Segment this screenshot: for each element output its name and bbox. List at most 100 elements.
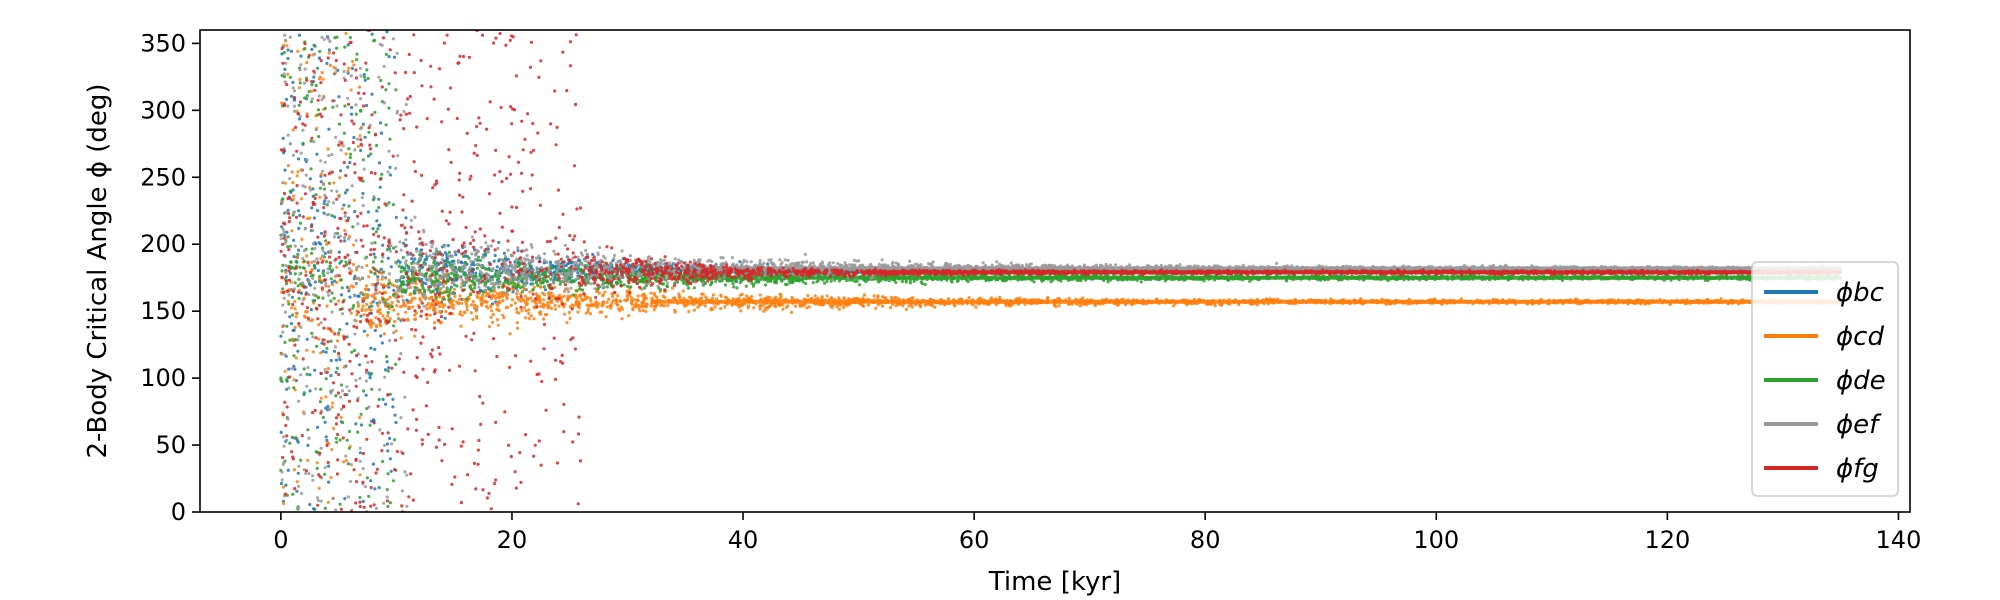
data-point (451, 298, 455, 303)
data-point (322, 211, 326, 215)
data-point (554, 264, 558, 268)
data-point (513, 260, 517, 264)
data-point (636, 294, 640, 298)
data-point (350, 105, 354, 110)
data-point (428, 313, 432, 317)
data-point (351, 243, 356, 247)
data-point (738, 260, 742, 264)
data-point (605, 305, 609, 309)
data-point (493, 289, 497, 293)
data-point (358, 473, 362, 477)
data-point (480, 297, 484, 301)
data-point (311, 194, 315, 198)
data-point (444, 309, 448, 314)
data-point (527, 317, 531, 321)
data-point (324, 435, 328, 439)
data-point (454, 253, 458, 257)
data-point (347, 216, 351, 220)
data-point (805, 306, 809, 310)
data-point (369, 479, 373, 483)
data-point (308, 503, 312, 507)
data-point (324, 395, 328, 399)
data-point (443, 316, 447, 320)
data-point (1067, 296, 1071, 300)
data-point (527, 311, 531, 315)
data-point (304, 310, 308, 314)
data-point (491, 312, 495, 317)
data-point (881, 304, 885, 308)
data-point (333, 215, 337, 219)
data-point (404, 310, 408, 314)
data-point (495, 318, 499, 322)
data-point (424, 282, 428, 286)
data-point (326, 367, 330, 371)
data-point (681, 289, 685, 293)
data-point (305, 348, 309, 352)
data-point (285, 230, 289, 234)
data-point (470, 263, 474, 267)
data-point (759, 303, 763, 307)
data-point (430, 295, 434, 299)
data-point (312, 216, 316, 220)
data-point (471, 260, 475, 264)
data-point (523, 316, 528, 320)
data-point (351, 262, 356, 266)
data-point (495, 265, 499, 269)
data-point (360, 309, 364, 313)
data-point (594, 300, 598, 305)
data-point (319, 180, 323, 184)
data-point (614, 297, 618, 301)
data-point (557, 304, 561, 308)
data-point (411, 305, 415, 309)
data-point (319, 396, 323, 400)
data-point (425, 255, 429, 259)
data-point (515, 310, 519, 314)
data-point (388, 295, 392, 300)
data-point (352, 277, 356, 281)
data-point (295, 256, 299, 260)
data-points-layer (279, 30, 1843, 512)
data-point (339, 169, 343, 173)
data-point (910, 305, 914, 309)
data-point (439, 320, 443, 324)
data-point (319, 256, 323, 260)
data-point (387, 366, 391, 370)
data-point (292, 364, 296, 368)
data-point (401, 304, 405, 308)
data-point (296, 471, 300, 475)
data-point (396, 259, 400, 263)
data-point (367, 371, 371, 375)
data-point (353, 274, 357, 278)
data-point (652, 304, 656, 308)
data-point (319, 351, 323, 355)
data-point (348, 161, 352, 165)
data-point (332, 181, 336, 185)
data-point (335, 265, 339, 269)
data-point (286, 299, 290, 303)
data-point (319, 172, 323, 176)
data-point (289, 94, 294, 98)
data-point (893, 296, 897, 300)
data-point (436, 284, 440, 288)
data-point (364, 284, 369, 288)
data-point (299, 291, 303, 295)
data-point (529, 314, 533, 318)
data-point (471, 299, 475, 304)
data-point (391, 405, 395, 409)
data-point (297, 226, 301, 230)
data-point (498, 300, 502, 304)
data-point (316, 268, 320, 273)
data-point (459, 310, 463, 314)
data-point (393, 413, 397, 417)
data-point (486, 247, 490, 251)
data-point (378, 322, 382, 326)
data-point (579, 297, 584, 301)
data-point (361, 499, 365, 503)
data-point (330, 405, 334, 409)
data-point (627, 314, 631, 318)
data-point (279, 481, 284, 486)
data-point (286, 208, 290, 212)
data-point (333, 71, 337, 75)
data-point (459, 260, 463, 264)
data-point (293, 325, 297, 329)
